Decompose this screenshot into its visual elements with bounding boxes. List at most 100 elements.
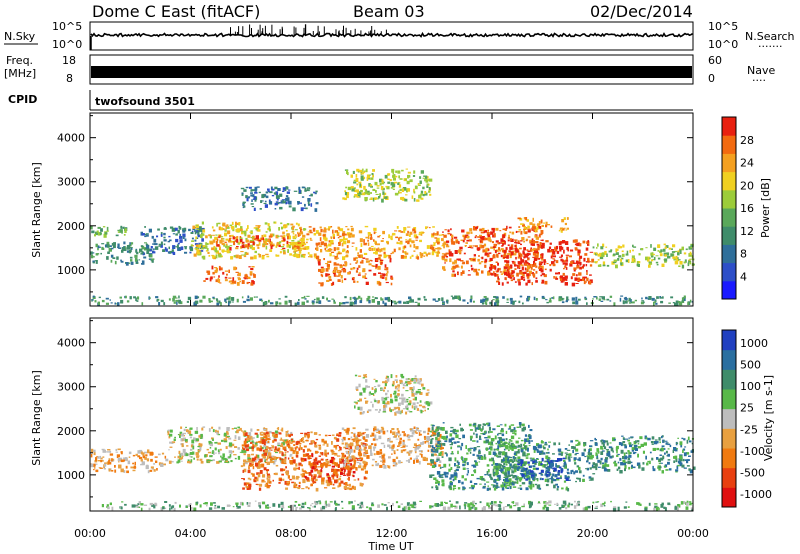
data-cell xyxy=(247,435,250,439)
data-cell xyxy=(531,264,535,267)
data-cell xyxy=(377,384,381,387)
data-cell xyxy=(185,426,187,428)
data-cell xyxy=(502,234,506,239)
data-cell xyxy=(519,264,523,266)
data-cell xyxy=(348,453,350,458)
data-cell xyxy=(92,295,95,298)
data-cell xyxy=(384,402,388,404)
data-cell xyxy=(481,302,485,305)
data-cell xyxy=(448,438,452,442)
data-cell xyxy=(223,432,227,437)
data-cell xyxy=(396,428,399,431)
data-cell xyxy=(402,384,406,387)
data-cell xyxy=(496,254,499,258)
data-cell xyxy=(348,443,352,448)
data-cell xyxy=(558,296,563,299)
data-cell xyxy=(403,255,407,258)
data-cell xyxy=(432,233,435,236)
data-cell xyxy=(508,425,512,430)
data-cell xyxy=(405,411,408,415)
data-cell xyxy=(235,502,239,505)
data-cell xyxy=(284,189,287,192)
data-cell xyxy=(129,242,131,245)
data-cell xyxy=(500,440,503,443)
data-cell xyxy=(474,502,477,505)
data-cell xyxy=(262,243,265,245)
data-cell xyxy=(524,227,528,229)
data-cell xyxy=(137,450,141,454)
data-cell xyxy=(362,268,366,272)
data-cell xyxy=(383,386,386,390)
data-cell xyxy=(271,457,273,460)
data-cell xyxy=(298,250,302,254)
data-cell xyxy=(586,271,588,275)
data-cell xyxy=(304,434,307,438)
data-cell xyxy=(278,503,281,508)
data-cell xyxy=(135,261,139,264)
data-cell xyxy=(384,196,388,199)
data-cell xyxy=(365,191,368,194)
data-cell xyxy=(674,250,678,253)
data-cell xyxy=(509,264,513,269)
data-cell xyxy=(245,239,249,243)
data-cell xyxy=(402,187,407,191)
data-cell xyxy=(299,439,302,442)
data-cell xyxy=(346,192,350,196)
data-cell xyxy=(304,475,307,478)
data-cell xyxy=(302,247,306,250)
freq-tick-bottom: 8 xyxy=(66,72,73,85)
data-cell xyxy=(597,253,601,257)
data-cell xyxy=(591,258,595,263)
data-cell xyxy=(359,249,362,253)
data-cell xyxy=(263,444,267,448)
data-cell xyxy=(434,237,438,239)
data-cell xyxy=(286,441,290,445)
data-cell xyxy=(192,445,195,450)
data-cell xyxy=(275,464,279,467)
data-cell xyxy=(186,429,189,433)
data-cell xyxy=(229,224,233,226)
data-cell xyxy=(468,449,472,451)
data-cell xyxy=(492,246,496,248)
data-cell xyxy=(357,459,361,461)
data-cell xyxy=(500,273,504,275)
data-cell xyxy=(310,431,313,434)
data-cell xyxy=(251,448,254,452)
data-cell xyxy=(326,297,328,301)
data-cell xyxy=(151,258,155,260)
data-cell xyxy=(250,192,253,194)
data-cell xyxy=(639,503,642,506)
data-cell xyxy=(291,504,294,509)
data-cell xyxy=(163,243,166,246)
data-cell xyxy=(355,262,358,264)
data-cell xyxy=(191,240,194,242)
data-cell xyxy=(416,254,419,256)
data-cell xyxy=(528,500,532,505)
data-cell xyxy=(458,241,460,245)
data-cell xyxy=(597,259,600,261)
data-cell xyxy=(683,261,686,264)
data-cell xyxy=(197,252,200,256)
data-cell xyxy=(674,260,679,265)
data-cell xyxy=(684,259,687,263)
data-cell xyxy=(374,198,377,200)
data-cell xyxy=(399,188,402,191)
data-cell xyxy=(362,411,365,414)
data-cell xyxy=(357,252,359,255)
data-cell xyxy=(358,272,361,274)
data-cell xyxy=(385,185,388,188)
data-cell xyxy=(461,442,464,447)
data-cell xyxy=(524,263,528,266)
data-cell xyxy=(198,435,201,438)
data-cell xyxy=(599,264,602,267)
data-cell xyxy=(204,454,207,458)
data-cell xyxy=(359,462,362,465)
data-cell xyxy=(153,238,157,243)
data-cell xyxy=(153,505,156,509)
data-cell xyxy=(392,172,394,175)
data-cell xyxy=(217,279,221,283)
data-cell xyxy=(560,258,563,262)
data-cell xyxy=(282,190,285,192)
